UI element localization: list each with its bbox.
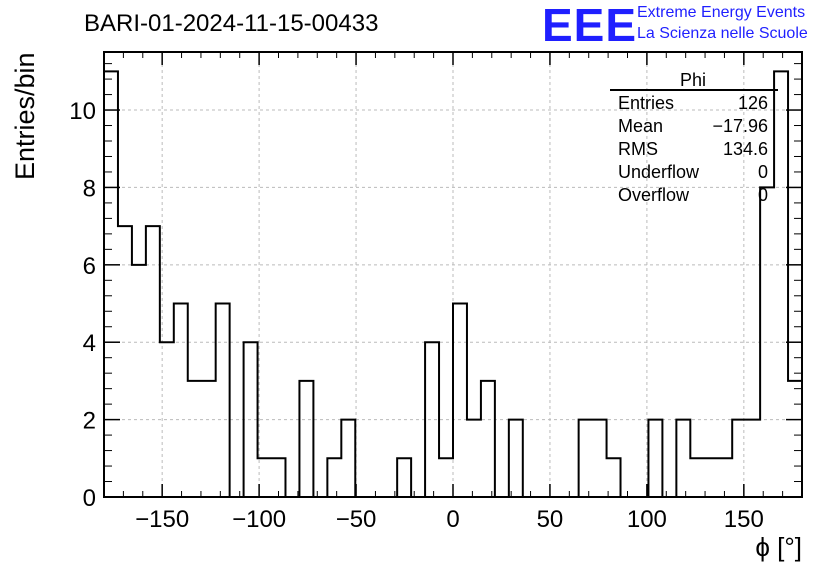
y-tick-label: 0 xyxy=(83,485,96,512)
y-tick-label: 6 xyxy=(83,253,96,280)
stats-key-overflow: Overflow xyxy=(618,185,690,205)
stats-value-overflow: 0 xyxy=(757,185,768,205)
stats-value-mean: −17.96 xyxy=(712,116,768,136)
chart-title: BARI-01-2024-11-15-00433 xyxy=(84,10,379,37)
x-tick-label: −100 xyxy=(232,506,286,533)
x-axis-label: ϕ [°] xyxy=(755,532,802,562)
x-tick-label: −150 xyxy=(135,506,189,533)
histogram-line xyxy=(103,70,803,498)
x-tick-label: 50 xyxy=(537,506,564,533)
tick-labels: −150 −100 −50 0 50 100 150 0 2 4 6 8 10 xyxy=(69,98,764,533)
stats-value-underflow: 0 xyxy=(757,162,768,182)
eee-logo: EEE xyxy=(542,0,638,51)
stats-value-entries: 126 xyxy=(737,93,768,113)
stats-key-underflow: Underflow xyxy=(618,162,700,182)
plot-frame xyxy=(103,51,803,498)
x-tick-label: 0 xyxy=(446,506,459,533)
y-tick-label: 8 xyxy=(83,175,96,202)
y-tick-label: 2 xyxy=(83,408,96,435)
logo-line-1: Extreme Energy Events xyxy=(637,4,806,21)
y-tick-label: 10 xyxy=(69,98,96,125)
logo-line-2: La Scienza nelle Scuole xyxy=(637,25,808,42)
stats-box-title: Phi xyxy=(680,70,707,90)
stats-key-entries: Entries xyxy=(618,93,675,113)
stats-key-rms: RMS xyxy=(618,139,658,159)
y-axis-label: Entries/bin xyxy=(10,52,40,180)
x-tick-label: −50 xyxy=(336,506,377,533)
stats-value-rms: 134.6 xyxy=(722,139,768,159)
x-tick-label: 150 xyxy=(724,506,764,533)
x-tick-label: 100 xyxy=(627,506,667,533)
stats-key-mean: Mean xyxy=(618,116,664,136)
y-tick-label: 4 xyxy=(83,330,96,357)
